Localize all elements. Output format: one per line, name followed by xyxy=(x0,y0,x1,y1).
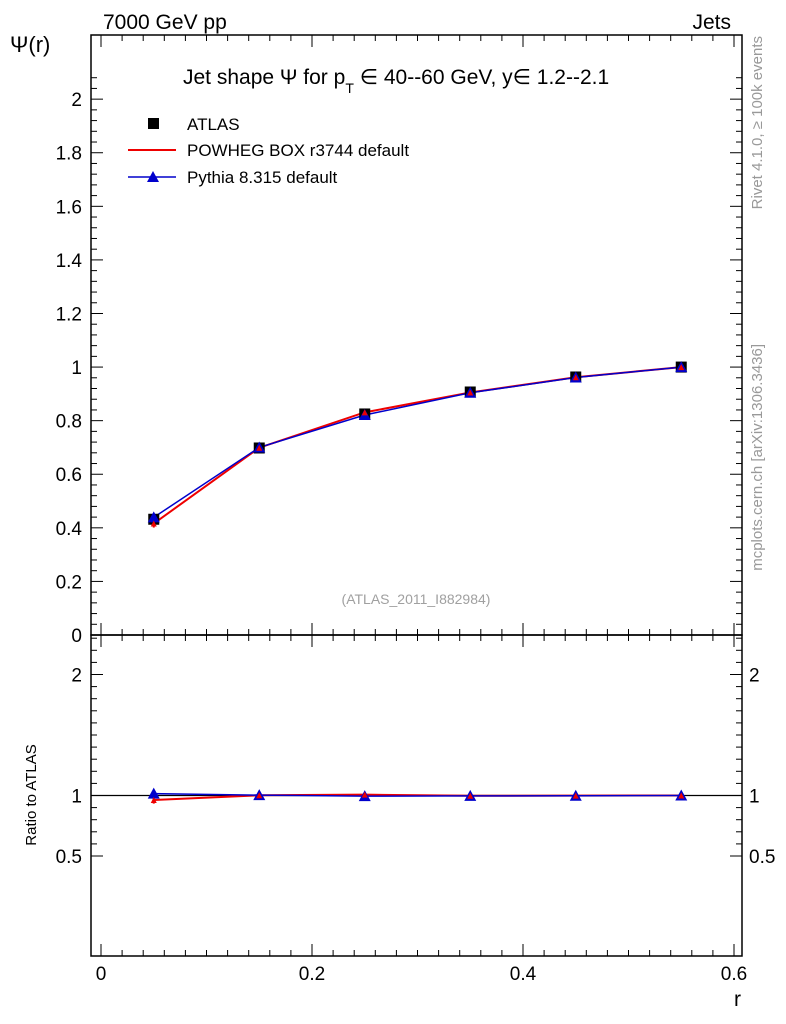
ratio-y-tick-label-right: 1 xyxy=(749,787,760,808)
legend-pythia-label: Pythia 8.315 default xyxy=(187,168,338,187)
y-tick-label: 1.6 xyxy=(56,197,82,218)
x-tick-label: 0.6 xyxy=(721,964,747,985)
rivet-label: Rivet 4.1.0, ≥ 100k events xyxy=(749,36,766,209)
ratio-y-tick-label-right: 0.5 xyxy=(749,847,775,868)
powheg-point xyxy=(256,444,263,451)
chart-title-rest: ∈ 40--60 GeV, y∈ 1.2--2.1 xyxy=(354,66,609,89)
pythia-point xyxy=(147,511,160,523)
chart-title: Jet shape Ψ for pT ∈ 40--60 GeV, y∈ 1.2-… xyxy=(183,66,609,96)
ratio-y-tick-label: 0.5 xyxy=(56,847,82,868)
x-tick-label: 0.4 xyxy=(510,964,537,985)
ratio-pythia-point xyxy=(147,787,160,799)
ratio-powheg-point xyxy=(572,792,579,799)
x-axis-label: r xyxy=(734,988,741,1011)
header-category: Jets xyxy=(692,11,731,34)
y-axis-label: Ψ(r) xyxy=(10,32,50,57)
ratio-powheg-point xyxy=(678,792,685,799)
ratio-powheg-point xyxy=(361,791,368,798)
y-tick-label: 0.4 xyxy=(56,519,83,540)
pythia-line xyxy=(153,366,682,519)
y-tick-label: 1.2 xyxy=(56,304,82,325)
y-tick-label: 0.2 xyxy=(56,572,82,593)
ratio-powheg-point xyxy=(467,792,474,799)
y-tick-label: 0.8 xyxy=(56,412,82,433)
y-tick-label: 1 xyxy=(71,358,82,379)
analysis-label: (ATLAS_2011_I882984) xyxy=(342,591,491,607)
y-tick-label: 0 xyxy=(71,626,82,647)
legend-pythia-marker xyxy=(147,171,159,182)
powheg-point xyxy=(678,364,685,371)
header-energy: 7000 GeV pp xyxy=(103,11,227,34)
powheg-point xyxy=(572,374,579,381)
ratio-y-tick-label: 1 xyxy=(71,787,82,808)
x-tick-label: 0.2 xyxy=(299,964,325,985)
ratio-powheg-point xyxy=(256,792,263,799)
y-tick-label: 0.6 xyxy=(56,465,82,486)
chart-title-main: Jet shape Ψ for p xyxy=(183,66,345,89)
powheg-point xyxy=(150,520,157,527)
ratio-powheg-point xyxy=(150,796,157,803)
legend-atlas-label: ATLAS xyxy=(187,115,240,134)
powheg-point xyxy=(361,409,368,416)
legend-atlas-marker xyxy=(148,118,159,129)
x-tick-label: 0 xyxy=(96,964,107,985)
ratio-y-axis-label: Ratio to ATLAS xyxy=(23,744,40,845)
chart-title-subscript: T xyxy=(345,80,354,96)
y-tick-label: 2 xyxy=(71,90,82,111)
main-panel: 0 0.2 0.4 0.6 0.8 1 1.2 1.4 1.6 1.8 2 Ψ(r) Jet shape… xyxy=(10,32,743,647)
powheg-point xyxy=(467,389,474,396)
ratio-panel: 0.5 0.5 1 1 2 2 0 0.2 0.4 0.6 r Ratio to ATLAS xyxy=(23,634,775,1011)
y-tick-label: 1.8 xyxy=(56,144,82,165)
ratio-y-tick-label-right: 2 xyxy=(749,666,760,687)
legend-powheg-label: POWHEG BOX r3744 default xyxy=(187,141,409,160)
y-tick-label: 1.4 xyxy=(56,251,83,272)
ratio-y-tick-label: 2 xyxy=(71,666,82,687)
mcplots-label: mcplots.cern.ch [arXiv:1306.3436] xyxy=(749,344,766,571)
ratio-pythia-line xyxy=(153,792,682,797)
powheg-line xyxy=(153,366,682,525)
